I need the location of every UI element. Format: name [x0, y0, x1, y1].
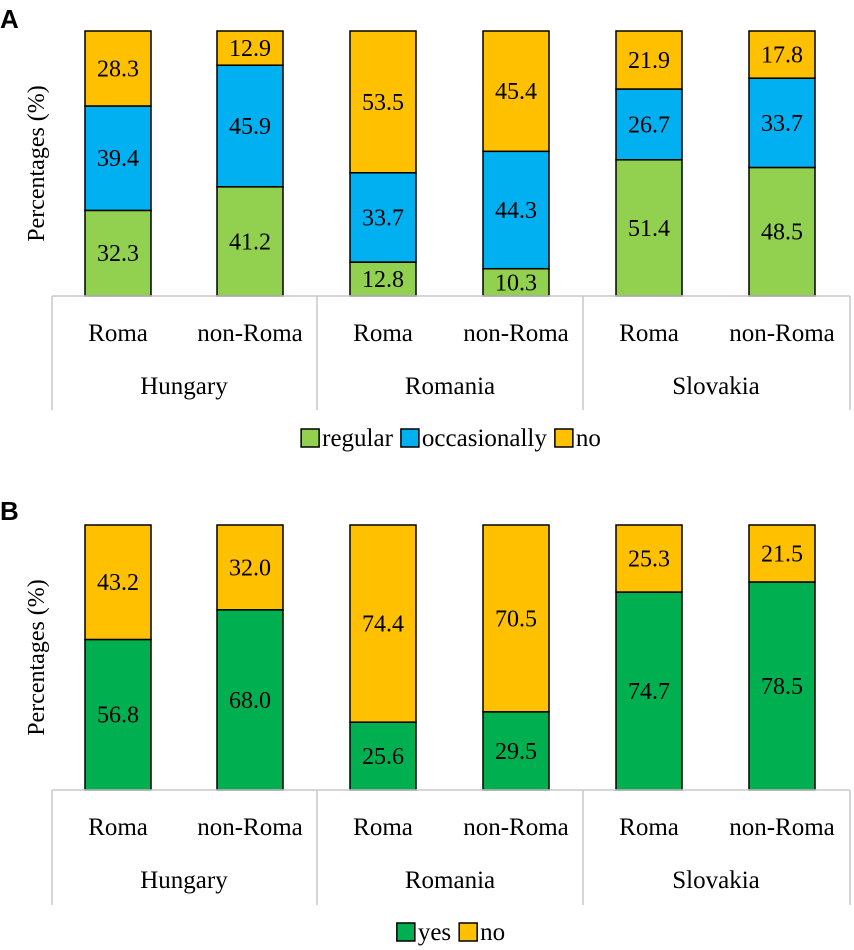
- panel-a: A Percentages (%) 32.3 39.4 28.3 Roma 41.2 45.9…: [0, 4, 851, 452]
- legend-swatch: [458, 922, 478, 942]
- data-label-yes-4: 29.5: [495, 739, 537, 765]
- data-label-regular-5: 51.4: [628, 216, 670, 242]
- bar-segment-yes-4: [482, 711, 550, 791]
- bar-segment-occasionally-1: [84, 105, 152, 212]
- data-label-no-4: 70.5: [495, 606, 537, 632]
- bar-segment-regular-6: [748, 166, 816, 297]
- legend-label: regular: [322, 425, 393, 452]
- data-label-occasionally-4: 44.3: [495, 198, 537, 224]
- data-label-regular-4: 10.3: [495, 270, 537, 296]
- bar-segment-yes-5: [615, 591, 683, 791]
- group-label: Slovakia: [672, 867, 760, 894]
- data-label-no-3: 74.4: [362, 612, 404, 638]
- legend-item-no: no: [458, 919, 505, 946]
- bar-segment-no-2: [216, 524, 284, 611]
- data-label-no-4: 45.4: [495, 79, 537, 105]
- panel-letter: B: [0, 496, 19, 526]
- bar-segment-yes-6: [748, 581, 816, 791]
- data-label-yes-1: 56.8: [97, 703, 139, 729]
- panel-b: B Percentages (%) 56.8 43.2 Roma 68.0 32.0 non-…: [0, 496, 851, 946]
- data-label-occasionally-3: 33.7: [362, 205, 404, 231]
- data-label-no-2: 12.9: [229, 36, 271, 62]
- bar-segment-regular-2: [216, 186, 284, 297]
- legend: yes no: [396, 919, 505, 946]
- data-label-no-6: 17.8: [761, 43, 803, 69]
- data-label-occasionally-5: 26.7: [628, 112, 670, 138]
- data-label-occasionally-1: 39.4: [97, 146, 139, 172]
- bar-segment-occasionally-2: [216, 64, 284, 188]
- bar-segment-no-1: [84, 524, 152, 641]
- category-label: non-Roma: [729, 320, 835, 347]
- category-label: non-Roma: [197, 320, 303, 347]
- legend-item-occasionally: occasionally: [400, 425, 547, 452]
- bar-segment-no-2: [216, 30, 284, 66]
- legend-label: no: [480, 919, 505, 946]
- data-label-regular-2: 41.2: [229, 229, 271, 255]
- bar-segment-yes-2: [216, 609, 284, 791]
- legend-item-no: no: [554, 425, 601, 452]
- panel-letter: A: [0, 4, 19, 34]
- data-label-no-3: 53.5: [362, 90, 404, 116]
- legend-swatch: [396, 922, 416, 942]
- bar-segment-no-4: [482, 524, 550, 713]
- legend-swatch: [400, 428, 420, 448]
- bar-segment-no-1: [84, 30, 152, 107]
- data-label-yes-2: 68.0: [229, 688, 271, 714]
- bar-segment-no-4: [482, 30, 550, 153]
- category-label: Roma: [619, 814, 679, 841]
- category-label: non-Roma: [463, 320, 569, 347]
- data-label-yes-5: 74.7: [628, 679, 670, 705]
- data-label-occasionally-6: 33.7: [761, 111, 803, 137]
- y-axis-label: Percentages (%): [24, 85, 50, 242]
- data-label-regular-1: 32.3: [97, 241, 139, 267]
- bar-segment-no-6: [748, 524, 816, 583]
- data-label-regular-3: 12.8: [362, 267, 404, 293]
- category-label: non-Roma: [197, 814, 303, 841]
- bar-segment-occasionally-4: [482, 150, 550, 270]
- data-label-no-1: 28.3: [97, 56, 139, 82]
- data-label-no-5: 21.9: [628, 48, 670, 74]
- bar-segment-no-6: [748, 30, 816, 79]
- data-label-occasionally-2: 45.9: [229, 114, 271, 140]
- data-label-no-6: 21.5: [761, 541, 803, 567]
- bar-segment-yes-1: [84, 638, 152, 791]
- category-label: Roma: [353, 320, 413, 347]
- category-label: Roma: [619, 320, 679, 347]
- legend-swatch: [554, 428, 574, 448]
- data-label-yes-6: 78.5: [761, 674, 803, 700]
- legend: regular occasionally no: [300, 425, 601, 452]
- bar-segment-no-5: [615, 524, 683, 593]
- data-label-no-2: 32.0: [229, 555, 271, 581]
- legend-label: no: [576, 425, 601, 452]
- group-label: Romania: [405, 373, 495, 400]
- category-label: Roma: [88, 320, 148, 347]
- legend-item-regular: regular: [300, 425, 394, 452]
- bar-segment-occasionally-3: [349, 172, 417, 263]
- data-label-regular-6: 48.5: [761, 220, 803, 246]
- bar-segment-regular-4: [482, 267, 550, 297]
- category-label: Roma: [88, 814, 148, 841]
- bar-segment-no-3: [349, 30, 417, 174]
- legend-label: occasionally: [422, 425, 547, 452]
- bar-segment-regular-1: [84, 209, 152, 297]
- legend-swatch: [300, 428, 320, 448]
- bar-segment-no-3: [349, 524, 417, 723]
- data-label-no-1: 43.2: [97, 570, 139, 596]
- y-axis-label: Percentages (%): [24, 579, 50, 736]
- data-label-yes-3: 25.6: [362, 744, 404, 770]
- group-label: Romania: [405, 867, 495, 894]
- group-label: Hungary: [140, 373, 228, 400]
- legend-item-yes: yes: [396, 919, 451, 946]
- group-label: Hungary: [140, 867, 228, 894]
- category-label: non-Roma: [463, 814, 569, 841]
- category-label: non-Roma: [729, 814, 835, 841]
- group-label: Slovakia: [672, 373, 760, 400]
- category-label: Roma: [353, 814, 413, 841]
- bar-segment-occasionally-6: [748, 77, 816, 169]
- data-label-no-5: 25.3: [628, 547, 670, 573]
- bar-segment-no-5: [615, 30, 683, 90]
- legend-label: yes: [418, 919, 451, 946]
